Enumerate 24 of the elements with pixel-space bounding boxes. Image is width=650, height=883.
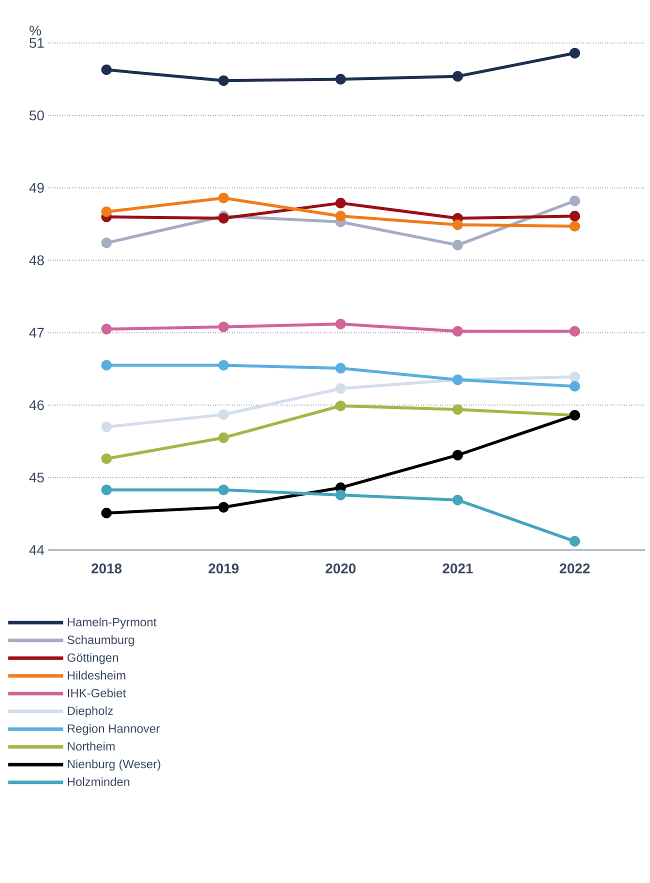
legend-label: Hameln-Pyrmont bbox=[68, 618, 156, 629]
legend-label: IHK-Gebiet bbox=[68, 688, 126, 698]
y-axis-title: % bbox=[30, 26, 41, 36]
y-tick-label: 48 bbox=[29, 255, 44, 266]
legend-label: Region Hannover bbox=[68, 724, 160, 736]
x-tick-label: 2018 bbox=[92, 564, 122, 574]
legend-label: Holzminden bbox=[68, 777, 130, 786]
y-tick-label: 51 bbox=[30, 38, 44, 48]
legend-label: Hildesheim bbox=[68, 670, 126, 680]
x-tick-label: 2022 bbox=[560, 564, 590, 574]
x-tick-label: 2019 bbox=[208, 564, 239, 574]
legend-label: Diepholz bbox=[68, 706, 113, 718]
legend-label: Nienburg (Weser) bbox=[68, 760, 160, 771]
x-tick-label: 2020 bbox=[326, 564, 356, 574]
y-tick-label: 47 bbox=[29, 328, 44, 338]
legend-label: Göttingen bbox=[68, 653, 118, 664]
y-tick-label: 44 bbox=[29, 545, 44, 555]
x-tick-label: 2021 bbox=[442, 564, 473, 574]
legend-label: Schaumburg bbox=[67, 635, 134, 646]
legend-label: Northeim bbox=[68, 742, 115, 751]
y-tick-label: 45 bbox=[29, 472, 44, 482]
y-tick-label: 46 bbox=[29, 400, 44, 410]
y-tick-label: 49 bbox=[29, 182, 44, 193]
y-tick-label: 50 bbox=[30, 110, 44, 120]
